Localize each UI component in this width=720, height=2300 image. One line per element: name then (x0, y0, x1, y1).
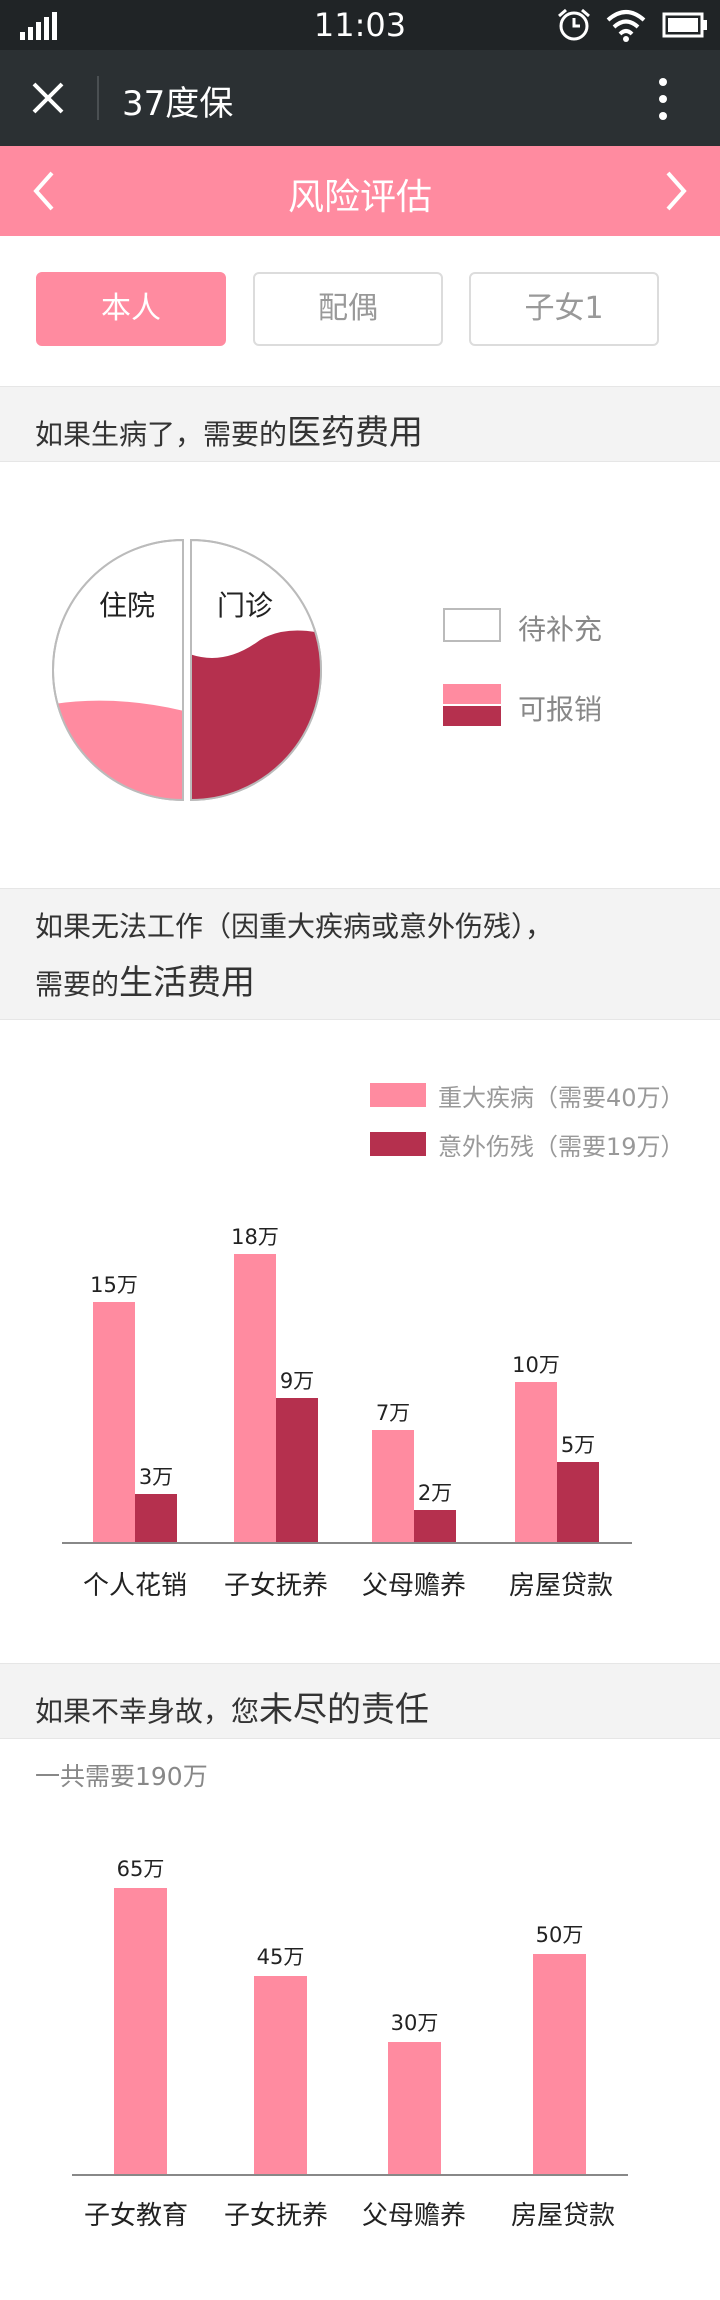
app-bar-divider (97, 76, 99, 120)
liability-total: 一共需要190万 (35, 1762, 208, 1791)
chart2-bar (388, 2042, 441, 2174)
chevron-right-icon[interactable] (664, 170, 688, 212)
alarm-icon (558, 8, 590, 41)
chart2-category-label: 子女教育 (83, 2201, 188, 2231)
status-time: 11:03 (313, 6, 407, 44)
legend-label-pending: 待补充 (518, 613, 603, 646)
chart1-bar-disability (135, 1494, 177, 1542)
medical-pie-chart: 住院 门诊 (52, 538, 322, 802)
pie-left-label: 住院 (99, 589, 155, 622)
section-medical-header: 如果生病了，需要的医药费用 (0, 386, 720, 462)
chart1-bar-disability (414, 1510, 456, 1542)
chart1-bar-disability (276, 1398, 318, 1542)
section-living-header: 如果无法工作（因重大疾病或意外伤残）， 需要的生活费用 (0, 888, 720, 1020)
chart2-data-label: 45万 (257, 1945, 305, 1969)
chart1-category-label: 子女抚养 (223, 1571, 328, 1601)
section-living-emphasis: 生活费用 (119, 963, 256, 1003)
more-icon[interactable] (655, 76, 671, 122)
chart1-data-label: 3万 (139, 1465, 173, 1489)
legend-label-critical-illness: 重大疾病（需要40万） (438, 1084, 685, 1112)
app-title: 37度保 (122, 84, 234, 124)
chart1-data-label: 10万 (512, 1353, 560, 1377)
section-liability-header: 如果不幸身故，您未尽的责任 (0, 1663, 720, 1739)
wifi-icon (606, 10, 646, 42)
battery-icon (662, 12, 707, 38)
chart1-data-label: 5万 (561, 1433, 595, 1457)
chart1-category-label: 个人花销 (82, 1571, 187, 1601)
nav-bar: 风险评估 (0, 146, 720, 236)
status-bar: 11:03 (0, 0, 720, 50)
chart2-category-label: 房屋贷款 (510, 2201, 615, 2231)
legend-label-reimbursable: 可报销 (518, 693, 603, 726)
page-title: 风险评估 (287, 177, 432, 218)
chart2-category-label: 子女抚养 (223, 2201, 328, 2231)
chart1-category-label: 房屋贷款 (508, 1571, 613, 1601)
chevron-left-icon[interactable] (32, 170, 56, 212)
legend-swatch-reimbursable (443, 684, 501, 726)
chart2-bar (533, 1954, 586, 2174)
signal-icon (20, 12, 57, 40)
chart1-data-label: 18万 (231, 1225, 279, 1249)
section-medical-prefix: 如果生病了，需要的 (35, 418, 288, 451)
section-living-line1: 如果无法工作（因重大疾病或意外伤残）， (35, 910, 554, 943)
chart2-data-label: 30万 (391, 2011, 439, 2035)
app-bar: 37度保 (0, 50, 720, 146)
chart1-data-label: 9万 (280, 1369, 314, 1393)
section-liability-emphasis: 未尽的责任 (259, 1690, 430, 1730)
legend-label-disability: 意外伤残（需要19万） (438, 1133, 685, 1161)
chart1-bar-critical (234, 1254, 276, 1542)
legend-swatch-disability (370, 1132, 426, 1156)
chart2-bar (114, 1888, 167, 2174)
chart2-data-label: 65万 (117, 1857, 165, 1881)
section-liability-prefix: 如果不幸身故，您 (35, 1695, 260, 1728)
liability-bar-chart: 65万 45万 30万 50万 (72, 1857, 628, 2176)
tab-spouse[interactable]: 配偶 (253, 272, 443, 346)
legend-swatch-pending (443, 608, 501, 642)
tab-self[interactable]: 本人 (36, 272, 226, 346)
chart1-data-label: 15万 (90, 1273, 138, 1297)
chart2-bar (254, 1976, 307, 2174)
chart1-data-label: 2万 (418, 1481, 452, 1505)
chart1-bar-critical (515, 1382, 557, 1542)
section-living-prefix: 需要的 (35, 968, 120, 1001)
chart1-bar-critical (93, 1302, 135, 1542)
section-medical-emphasis: 医药费用 (287, 413, 424, 453)
close-icon[interactable] (30, 80, 66, 116)
living-cost-bar-chart: 15万 3万 18万 9万 7万 2万 10万 5万 (62, 1225, 632, 1544)
chart1-category-label: 父母赡养 (361, 1571, 466, 1601)
legend-swatch-critical-illness (370, 1083, 426, 1107)
tab-child-1[interactable]: 子女1 (469, 272, 659, 346)
chart1-data-label: 7万 (376, 1401, 410, 1425)
chart1-bar-disability (557, 1462, 599, 1542)
chart2-category-label: 父母赡养 (361, 2201, 466, 2231)
pie-right-label: 门诊 (217, 589, 273, 622)
chart2-data-label: 50万 (536, 1923, 584, 1947)
chart1-bar-critical (372, 1430, 414, 1542)
